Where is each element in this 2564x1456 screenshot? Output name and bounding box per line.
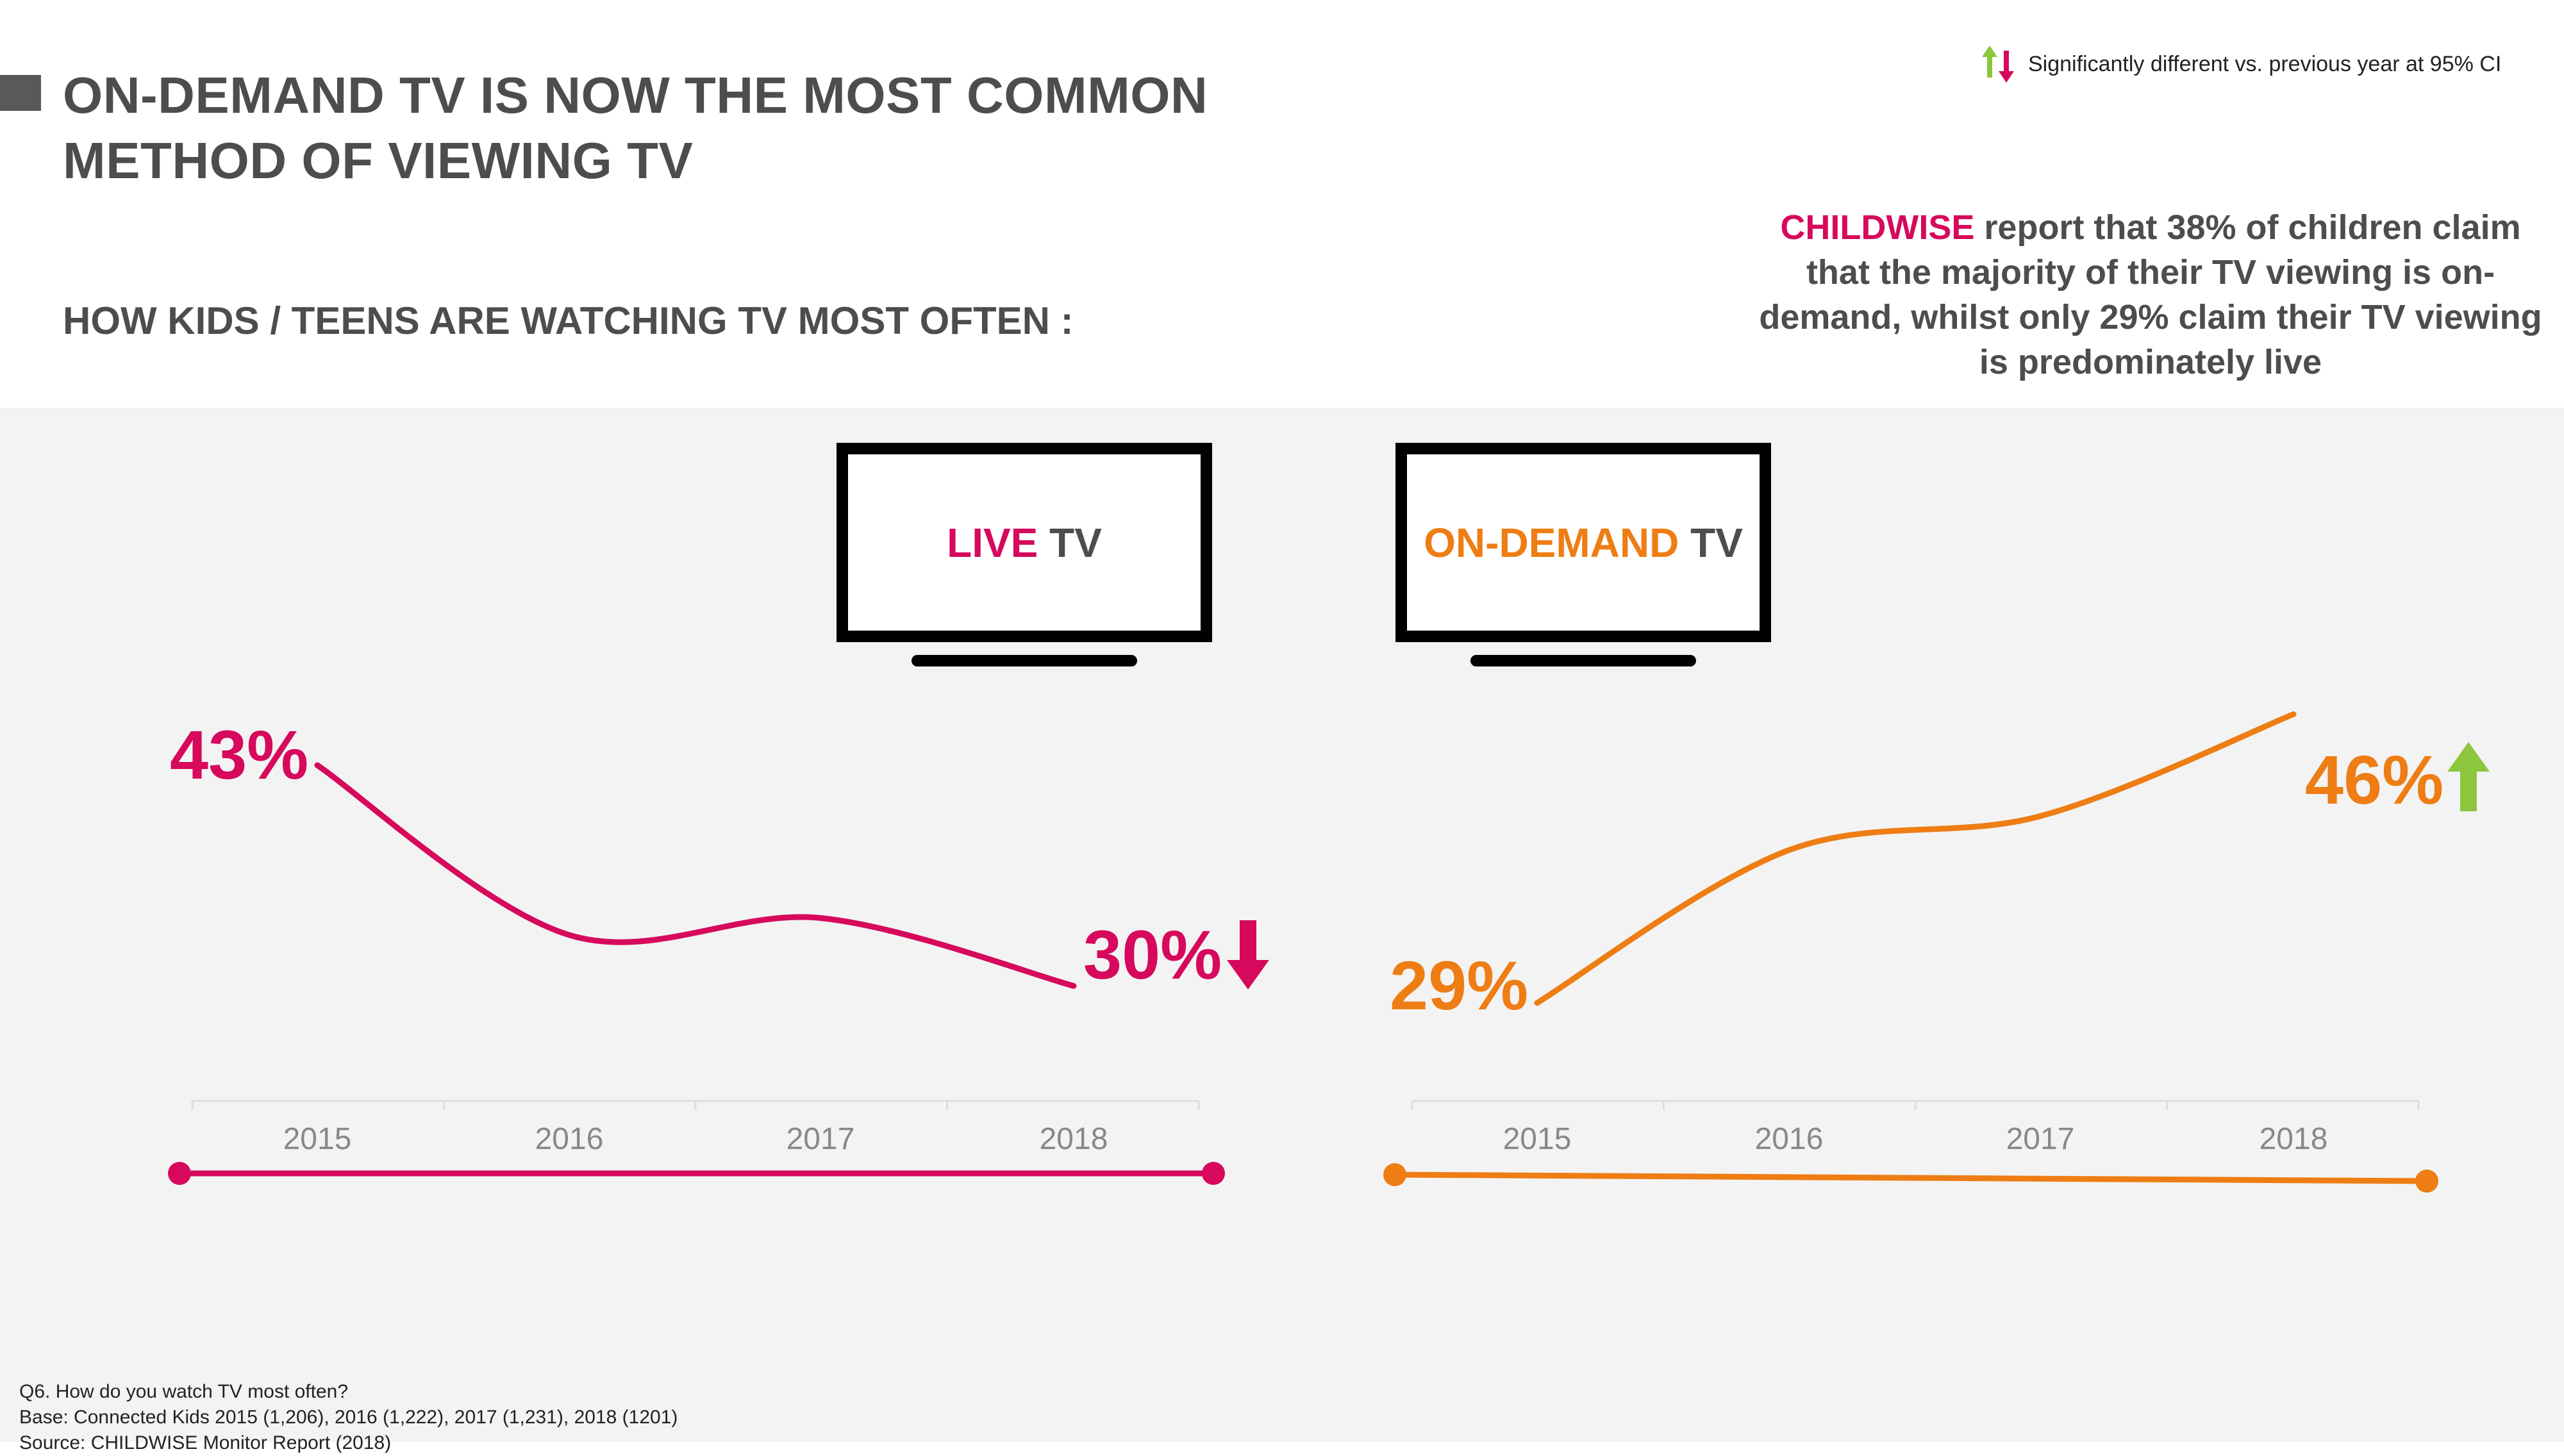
footer-notes: Q6. How do you watch TV most often? Base… — [19, 1379, 678, 1456]
live-baseline-start-dot — [168, 1162, 191, 1185]
ondemand-baseline — [1395, 1175, 2427, 1181]
ondemand-up-arrow-icon — [2446, 741, 2491, 813]
live-tick-label-2015: 2015 — [283, 1122, 352, 1156]
footer-question: Q6. How do you watch TV most often? — [19, 1379, 678, 1405]
ondemand-tick-label-2016: 2016 — [1755, 1122, 1824, 1156]
ondemand-baseline-start-dot — [1383, 1163, 1406, 1186]
live-series-line — [317, 765, 1074, 986]
live-tick-label-2016: 2016 — [535, 1122, 604, 1156]
ondemand-baseline-end-dot — [2415, 1170, 2438, 1193]
ondemand-tick-label-2018: 2018 — [2260, 1122, 2328, 1156]
footer-source: Source: CHILDWISE Monitor Report (2018) — [19, 1430, 678, 1456]
live-baseline-end-dot — [1202, 1162, 1225, 1185]
live-start-label: 43% — [170, 720, 308, 790]
ondemand-start-label: 29% — [1390, 951, 1528, 1020]
ondemand-tick-label-2017: 2017 — [2006, 1122, 2075, 1156]
ondemand-end-label: 46% — [2305, 745, 2443, 815]
ondemand-series-line — [1537, 715, 2293, 1004]
live-tick-label-2017: 2017 — [787, 1122, 855, 1156]
live-down-arrow-icon — [1226, 920, 1270, 991]
live-tick-label-2018: 2018 — [1040, 1122, 1108, 1156]
ondemand-tick-label-2015: 2015 — [1503, 1122, 1572, 1156]
live-end-label: 30% — [1083, 920, 1222, 989]
footer-base: Base: Connected Kids 2015 (1,206), 2016 … — [19, 1405, 678, 1430]
